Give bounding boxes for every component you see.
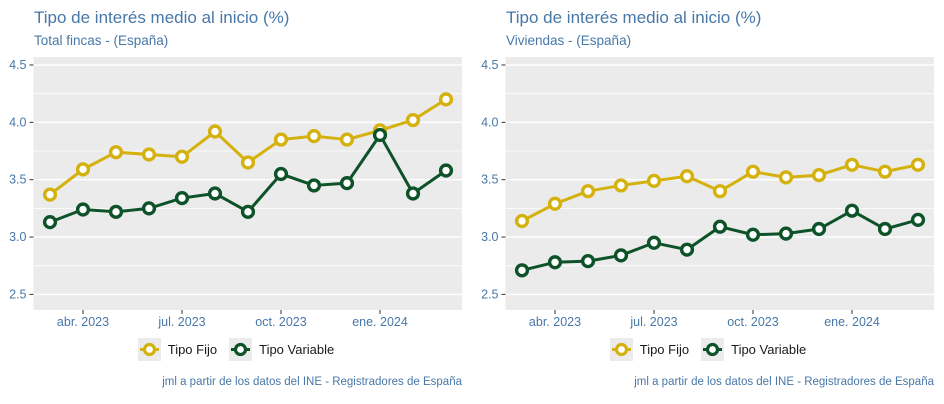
- svg-text:3.5: 3.5: [9, 173, 26, 187]
- svg-text:4.5: 4.5: [481, 58, 498, 72]
- svg-text:ene. 2024: ene. 2024: [824, 315, 880, 329]
- svg-text:3.0: 3.0: [481, 230, 498, 244]
- legend-label: Tipo Fijo: [639, 341, 690, 357]
- svg-text:jul. 2023: jul. 2023: [157, 315, 205, 329]
- svg-text:4.0: 4.0: [481, 115, 498, 129]
- legend-item-tipo-variable: Tipo Variable: [701, 337, 807, 361]
- svg-text:4.0: 4.0: [9, 115, 26, 129]
- chart-caption: jml a partir de los datos del INE - Regi…: [162, 376, 462, 388]
- chart-title: Tipo de interés medio al inicio (%): [34, 8, 290, 27]
- line-marker-icon: [609, 337, 633, 361]
- legend-item-tipo-fijo: Tipo Fijo: [609, 337, 690, 361]
- chart-viviendas: Tipo de interés medio al inicio (%) Vivi…: [472, 0, 944, 389]
- chart-total-fincas: Tipo de interés medio al inicio (%) Tota…: [0, 0, 472, 389]
- svg-text:ene. 2024: ene. 2024: [352, 315, 408, 329]
- svg-text:oct. 2023: oct. 2023: [727, 315, 778, 329]
- line-marker-icon: [229, 337, 253, 361]
- svg-text:oct. 2023: oct. 2023: [255, 315, 306, 329]
- line-plot: 2.5 3.0 3.5 4.0 4.5 abr. 2023 jul. 2023 oct. 20…: [9, 57, 462, 329]
- svg-text:jul. 2023: jul. 2023: [629, 315, 677, 329]
- svg-text:3.5: 3.5: [481, 173, 498, 187]
- line-marker-icon: [701, 337, 725, 361]
- chart-subtitle: Viviendas - (España): [506, 33, 632, 48]
- svg-text:4.5: 4.5: [9, 58, 26, 72]
- legend: Tipo Fijo Tipo Variable: [472, 337, 944, 361]
- line-plot: 2.5 3.0 3.5 4.0 4.5 abr. 2023 jul. 2023 oct. 20…: [481, 57, 934, 329]
- dual-line-chart-page: Tipo de interés medio al inicio (%) Tota…: [0, 0, 944, 389]
- legend-item-tipo-variable: Tipo Variable: [229, 337, 335, 361]
- svg-text:abr. 2023: abr. 2023: [57, 315, 109, 329]
- chart-caption: jml a partir de los datos del INE - Regi…: [634, 376, 934, 388]
- svg-text:2.5: 2.5: [9, 287, 26, 301]
- legend-label: Tipo Variable: [259, 341, 335, 357]
- svg-text:3.0: 3.0: [9, 230, 26, 244]
- legend: Tipo Fijo Tipo Variable: [0, 337, 472, 361]
- line-marker-icon: [137, 337, 161, 361]
- chart-title: Tipo de interés medio al inicio (%): [506, 8, 762, 27]
- legend-item-tipo-fijo: Tipo Fijo: [137, 337, 218, 361]
- svg-text:2.5: 2.5: [481, 287, 498, 301]
- svg-text:abr. 2023: abr. 2023: [529, 315, 581, 329]
- chart-subtitle: Total fincas - (España): [34, 33, 169, 48]
- legend-label: Tipo Fijo: [167, 341, 218, 357]
- legend-label: Tipo Variable: [731, 341, 807, 357]
